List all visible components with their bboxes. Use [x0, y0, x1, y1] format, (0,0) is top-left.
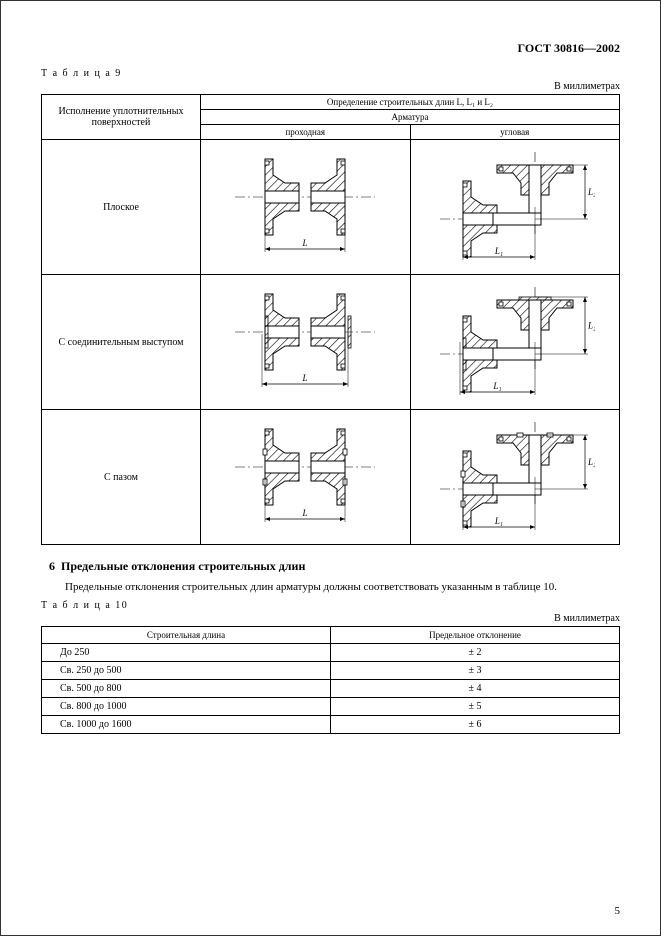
section-number: 6	[49, 559, 55, 573]
svg-text:L₁: L₁	[494, 246, 503, 256]
t9-row2-diagram-angle: L₁ L₂	[410, 410, 620, 545]
svg-text:L₂: L₂	[587, 321, 595, 331]
t9-row0-diagram-through: L	[201, 140, 411, 275]
svg-text:L: L	[302, 373, 308, 383]
svg-text:L₁: L₁	[494, 516, 503, 526]
table10-units: В миллиметрах	[41, 613, 620, 624]
section-text: Предельные отклонения строительных длин …	[41, 580, 620, 594]
table-row: Св. 800 до 1000± 5	[42, 698, 620, 716]
table-row: Св. 1000 до 1600± 6	[42, 716, 620, 734]
t9-row0-diagram-angle: L₁ L₂	[410, 140, 620, 275]
table10-label: Т а б л и ц а 10	[41, 600, 620, 611]
t10-r4-tol: ± 6	[331, 716, 620, 734]
t9-subcol2: угловая	[410, 125, 620, 140]
t10-col1-header: Строительная длина	[42, 627, 331, 644]
t9-header-left: Исполнение уплотнительных поверхностей	[42, 95, 201, 140]
table-row: Св. 500 до 800± 4	[42, 680, 620, 698]
t10-r3-tol: ± 5	[331, 698, 620, 716]
t9-row2-label: С пазом	[42, 410, 201, 545]
table9: Исполнение уплотнительных поверхностей О…	[41, 94, 620, 545]
t9-row2-diagram-through: L	[201, 410, 411, 545]
t9-row1-diagram-angle: L₁ L₂	[410, 275, 620, 410]
svg-text:L: L	[302, 508, 308, 518]
t9-header-right-text: Определение строительных длин L, L₁ и L₂	[327, 97, 493, 107]
t10-r4-len: Св. 1000 до 1600	[42, 716, 331, 734]
t10-r2-tol: ± 4	[331, 680, 620, 698]
t9-row1-label: С соединительным выступом	[42, 275, 201, 410]
svg-text:L: L	[302, 238, 308, 248]
t9-row1-diagram-through: L	[201, 275, 411, 410]
t9-subheader: Арматура	[201, 110, 620, 125]
t9-subcol1: проходная	[201, 125, 411, 140]
t10-r2-len: Св. 500 до 800	[42, 680, 331, 698]
t10-r3-len: Св. 800 до 1000	[42, 698, 331, 716]
t10-col2-header: Предельное отклонение	[331, 627, 620, 644]
t9-header-right: Определение строительных длин L, L₁ и L₂	[201, 95, 620, 110]
t10-r0-tol: ± 2	[331, 644, 620, 662]
section-title: Предельные отклонения строительных длин	[61, 559, 305, 573]
svg-text:L₂: L₂	[587, 457, 595, 467]
table-row: Плоское L L₁ L₂	[42, 140, 620, 275]
t10-r0-len: До 250	[42, 644, 331, 662]
document-id: ГОСТ 30816—2002	[41, 41, 620, 56]
table-row: До 250± 2	[42, 644, 620, 662]
table9-units: В миллиметрах	[41, 81, 620, 92]
page-number: 5	[615, 905, 621, 917]
table10: Строительная длина Предельное отклонение…	[41, 626, 620, 734]
table-row: С соединительным выступом L L₁ L₂	[42, 275, 620, 410]
t9-row0-label: Плоское	[42, 140, 201, 275]
svg-text:L₂: L₂	[587, 187, 595, 197]
table-row: С пазом L L₁ L₂	[42, 410, 620, 545]
section-heading: 6 Предельные отклонения строительных дли…	[49, 559, 620, 574]
t10-r1-len: Св. 250 до 500	[42, 662, 331, 680]
table9-label: Т а б л и ц а 9	[41, 68, 620, 79]
table-row: Св. 250 до 500± 3	[42, 662, 620, 680]
svg-text:L₁: L₁	[492, 381, 501, 391]
t10-r1-tol: ± 3	[331, 662, 620, 680]
